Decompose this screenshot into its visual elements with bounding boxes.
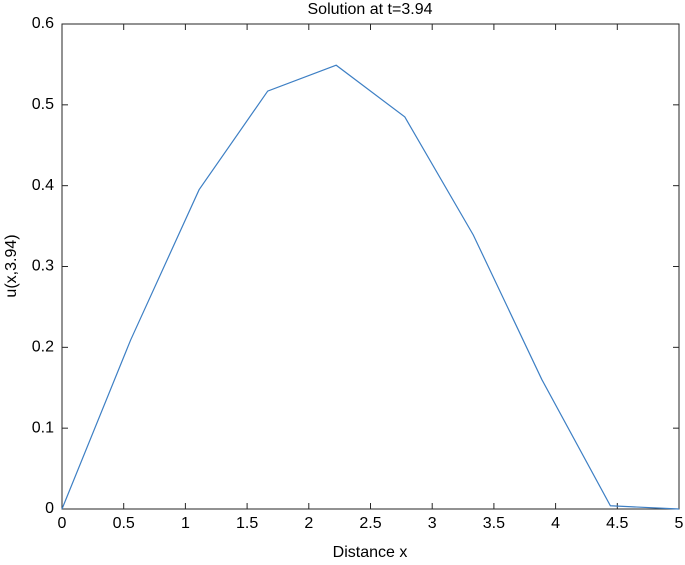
x-axis-label: Distance x bbox=[333, 544, 408, 561]
data-line bbox=[61, 64, 680, 510]
x-tick-label: 2.5 bbox=[359, 515, 381, 532]
chart-title: Solution at t=3.94 bbox=[308, 1, 433, 18]
y-tick-label: 0.2 bbox=[32, 339, 54, 356]
y-tick-label: 0.5 bbox=[32, 96, 54, 113]
x-tick-label: 0.5 bbox=[113, 515, 135, 532]
x-tick-label: 3 bbox=[428, 515, 437, 532]
x-tick-label: 0 bbox=[58, 515, 67, 532]
y-tick-label: 0.3 bbox=[32, 258, 54, 275]
y-tick-label: 0.6 bbox=[32, 15, 54, 32]
y-tick-label: 0.4 bbox=[32, 177, 54, 194]
x-tick-label: 2 bbox=[304, 515, 313, 532]
axes-box bbox=[61, 23, 680, 510]
y-tick-label: 0.1 bbox=[32, 419, 54, 436]
x-tick-label: 4.5 bbox=[606, 515, 628, 532]
x-tick-label: 3.5 bbox=[483, 515, 505, 532]
x-tick-label: 1 bbox=[181, 515, 190, 532]
y-tick-label: 0 bbox=[45, 500, 54, 517]
x-tick-label: 5 bbox=[675, 515, 684, 532]
x-tick-label: 4 bbox=[551, 515, 560, 532]
x-tick-label: 1.5 bbox=[236, 515, 258, 532]
y-axis-label: u(x,3.94) bbox=[3, 234, 20, 297]
